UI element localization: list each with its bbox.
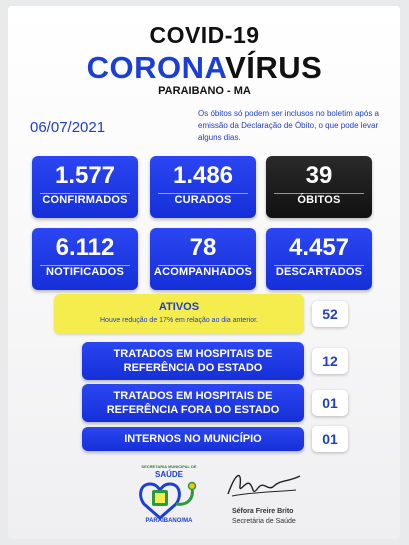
signature-image	[227, 474, 301, 497]
divider	[158, 265, 248, 266]
header-city: PARAIBANO - MA	[158, 85, 251, 97]
stat-value: 4.457	[288, 234, 350, 261]
row-hospital-fora-estado-value: 01	[312, 390, 348, 416]
divider	[274, 193, 364, 194]
logo-top-text: SECRETARIA MUNICIPAL DE	[141, 464, 197, 469]
stat-label: DESCARTADOS	[275, 266, 363, 278]
header-title: COVID-19	[149, 22, 260, 48]
stat-label: NOTIFICADOS	[46, 266, 124, 278]
ativos-subtitle: Houve redução de 17% em relação ao dia a…	[100, 317, 258, 324]
stat-label: CONFIRMADOS	[42, 194, 128, 206]
row-hospital-estado-value: 12	[312, 348, 348, 374]
divider	[40, 193, 130, 194]
row-label-line1: TRATADOS EM HOSPITAIS DE	[113, 390, 273, 402]
row-label-line2: REFERÊNCIA FORA DO ESTADO	[106, 404, 280, 416]
stat-value: 6.112	[55, 234, 115, 261]
heart-stethoscope-icon	[139, 481, 197, 520]
header-corona-part: CORONA	[86, 50, 226, 85]
stat-card-confirmados: 1.577 CONFIRMADOS	[32, 156, 138, 218]
row-internos-municipio-value: 01	[312, 426, 348, 452]
row-label-line1: TRATADOS EM HOSPITAIS DE	[113, 348, 273, 360]
stat-card-notificados: 6.112 NOTIFICADOS	[32, 228, 138, 290]
stat-card-obitos: 39 ÓBITOS	[266, 156, 372, 218]
stat-card-acompanhados: 78 ACOMPANHADOS	[150, 228, 256, 290]
row-internos-municipio: INTERNOS NO MUNICÍPIO	[82, 427, 304, 451]
logo-saude-text: SAÚDE	[154, 470, 183, 479]
stat-value: 39	[305, 162, 333, 189]
stat-value: 1.577	[54, 162, 116, 189]
health-secretariat-logo: SECRETARIA MUNICIPAL DE SAÚDE PARAIBANO/…	[130, 462, 220, 530]
divider	[158, 193, 248, 194]
divider	[40, 265, 130, 266]
stat-value: 78	[189, 234, 217, 261]
bulletin-date: 06/07/2021	[30, 119, 106, 136]
ativos-title: ATIVOS	[158, 301, 200, 313]
header-virus-part: VÍRUS	[225, 50, 323, 85]
deaths-notice: Os óbitos só podem ser inclusos no bolet…	[198, 109, 379, 142]
signer-name: Séfora Freire Brito	[232, 508, 294, 515]
row-label-line1: INTERNOS NO MUNICÍPIO	[124, 433, 262, 445]
stat-card-descartados: 4.457 DESCARTADOS	[266, 228, 372, 290]
signer-role: Secretária de Saúde	[232, 518, 296, 525]
stat-label: CURADOS	[174, 194, 232, 206]
row-hospital-fora-estado: TRATADOS EM HOSPITAIS DE REFERÊNCIA FORA…	[82, 384, 304, 422]
divider	[274, 265, 364, 266]
header-coronavirus: CORONAVÍRUS	[0, 50, 409, 86]
stat-label: ÓBITOS	[297, 194, 341, 206]
ativos-value: 52	[312, 301, 348, 327]
stat-label: ACOMPANHADOS	[153, 266, 253, 278]
ativos-banner: ATIVOS Houve redução de 17% em relação a…	[54, 294, 304, 334]
logo-city-text: PARAIBANO/MA	[145, 518, 193, 524]
row-hospital-estado: TRATADOS EM HOSPITAIS DE REFERÊNCIA DO E…	[82, 342, 304, 380]
stat-value: 1.486	[172, 162, 234, 189]
row-label-line2: REFERÊNCIA DO ESTADO	[123, 362, 263, 374]
stat-card-curados: 1.486 CURADOS	[150, 156, 256, 218]
